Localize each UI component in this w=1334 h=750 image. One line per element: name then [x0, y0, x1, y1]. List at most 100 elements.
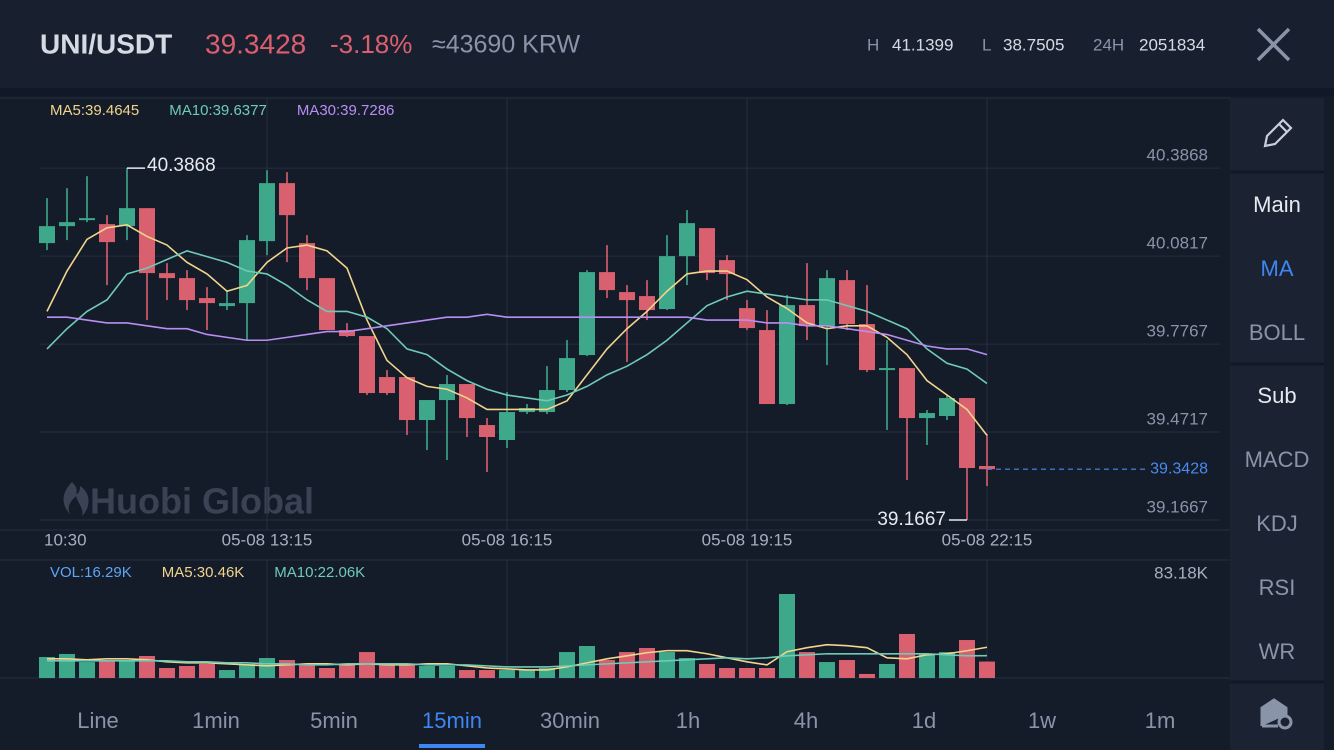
volume-bar: [859, 673, 875, 678]
candle-body: [559, 358, 575, 391]
y-tick-label: 40.0817: [1147, 234, 1208, 253]
ma-legend: MA5:39.4645: [50, 102, 139, 119]
interval-tab[interactable]: 15min: [422, 708, 482, 733]
volume-bar: [259, 658, 275, 678]
candle-body: [859, 324, 875, 371]
volume-bar: [119, 660, 135, 678]
candle-body: [979, 466, 995, 470]
interval-tab[interactable]: 1w: [1028, 708, 1056, 733]
ma-line: [46, 224, 988, 436]
volume-bar: [339, 663, 355, 678]
candle-body: [399, 377, 415, 421]
volume-bar: [979, 661, 995, 678]
volume-bar: [499, 670, 515, 678]
watermark: Huobi Global: [90, 481, 314, 522]
indicator-option[interactable]: WR: [1259, 639, 1296, 664]
indicator-option[interactable]: BOLL: [1249, 320, 1305, 345]
volume-bar: [599, 660, 615, 678]
sidebar: [1230, 98, 1324, 750]
watermark-logo: [63, 482, 89, 516]
candle-body: [119, 208, 135, 227]
chart-layer: 39.1667 39.4717 39.7767 40.0817 40.3868 10:30…: [0, 97, 1310, 748]
candle-body: [339, 330, 355, 337]
x-tick-label: 10:30: [44, 530, 87, 549]
candle-body: [459, 384, 475, 419]
volume-bar: [839, 660, 855, 678]
volume-bar: [99, 660, 115, 678]
interval-tab[interactable]: 5min: [310, 708, 358, 733]
change: -3.18%: [330, 29, 412, 59]
volume-legend: VOL:16.29K: [50, 564, 132, 581]
candle-body: [939, 398, 955, 417]
interval-tab[interactable]: 1d: [912, 708, 936, 733]
indicator-option[interactable]: MACD: [1245, 447, 1310, 472]
pair: UNI/USDT: [40, 28, 172, 59]
volume-bar: [579, 645, 595, 678]
volume-bar: [219, 670, 235, 678]
settings-icon[interactable]: [1260, 698, 1288, 728]
volume-bar: [559, 652, 575, 678]
indicator-option[interactable]: RSI: [1259, 575, 1296, 600]
volume-bar: [239, 663, 255, 678]
candle-body: [639, 296, 655, 311]
interval-tab[interactable]: Line: [77, 708, 119, 733]
interval-tab[interactable]: 4h: [794, 708, 818, 733]
volume-bar: [759, 668, 775, 678]
volume-bar: [779, 594, 795, 678]
indicator-option[interactable]: KDJ: [1256, 511, 1298, 536]
sidebar-heading: Main: [1253, 192, 1301, 217]
close-button[interactable]: [1256, 27, 1291, 62]
low-label: L: [982, 35, 991, 54]
volume-bar: [59, 653, 75, 678]
volume-ma-line: [47, 643, 988, 671]
candle-body: [659, 256, 675, 310]
header-bar: [0, 0, 1334, 88]
candle-body: [279, 183, 295, 216]
indicator-option[interactable]: MA: [1261, 256, 1294, 281]
candle-body: [739, 308, 755, 329]
candle-body: [299, 243, 315, 279]
volume-bar: [539, 668, 555, 678]
ma-legend: MA30:39.7286: [297, 102, 395, 119]
volume-bar: [379, 663, 395, 678]
volume-bar: [159, 668, 175, 678]
volume-bar: [739, 668, 755, 678]
volume-ma-legend: MA5:30.46K: [162, 564, 245, 581]
candle-body: [159, 273, 175, 279]
x-tick-label: 05-08 19:15: [702, 530, 793, 549]
volume-bar: [199, 663, 215, 678]
high-label: H: [867, 35, 879, 54]
volume-bar: [699, 663, 715, 678]
ma-legend: MA10:39.6377: [169, 102, 267, 119]
volume-bar: [959, 640, 975, 678]
last-price: 39.3428: [205, 28, 306, 59]
y-tick-label: 39.4717: [1147, 410, 1208, 429]
candle-body: [899, 368, 915, 419]
candle-body: [919, 413, 935, 419]
volume-bar: [299, 663, 315, 678]
low-value: 38.7505: [1003, 35, 1064, 54]
draw-tool-icon[interactable]: [1263, 118, 1293, 148]
interval-tab[interactable]: 1min: [192, 708, 240, 733]
candle-body: [59, 222, 75, 227]
volume-bar: [639, 648, 655, 678]
candle-body: [759, 330, 775, 405]
sidebar-heading: Sub: [1257, 383, 1296, 408]
interval-tab[interactable]: 30min: [540, 708, 600, 733]
volume-ma-line: [47, 652, 988, 668]
volume-bar: [799, 652, 815, 678]
settings-gear[interactable]: [1277, 714, 1293, 730]
interval-tab[interactable]: 1h: [676, 708, 700, 733]
interval-tab[interactable]: 1m: [1145, 708, 1176, 733]
volume-bar: [479, 670, 495, 678]
x-tick-label: 05-08 13:15: [222, 530, 313, 549]
candle-body: [819, 278, 835, 327]
candle-body: [619, 292, 635, 301]
candle-body: [699, 228, 715, 274]
candle-body: [419, 400, 435, 421]
volume-bar: [279, 660, 295, 678]
y-tick-label: 39.1667: [1147, 497, 1208, 516]
volume-tick-label: 83.18K: [1154, 563, 1209, 582]
volume-bar: [819, 662, 835, 678]
